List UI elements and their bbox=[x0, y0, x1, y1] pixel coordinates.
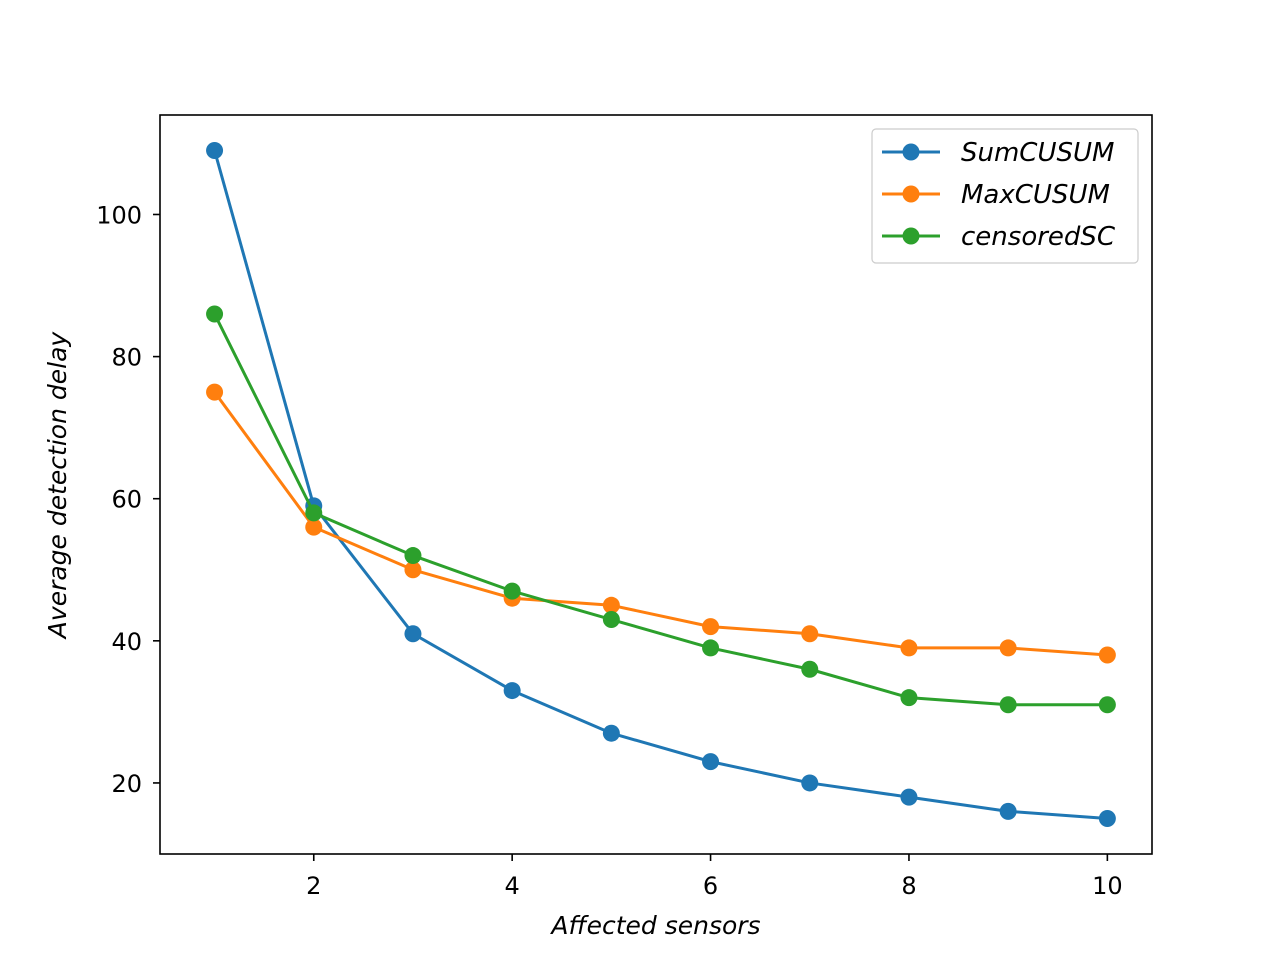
x-axis-label: Affected sensors bbox=[549, 911, 760, 940]
x-axis: 2 4 6 8 10 bbox=[306, 854, 1123, 900]
data-point-sumcusum bbox=[900, 788, 918, 806]
x-tick-label: 6 bbox=[703, 872, 718, 900]
legend-marker-maxcusum bbox=[902, 185, 920, 203]
legend-box bbox=[871, 128, 1139, 264]
series-line-maxcusum bbox=[213, 390, 1109, 657]
x-tick-label: 2 bbox=[306, 872, 321, 900]
data-point-maxcusum bbox=[702, 618, 720, 636]
plot-frame bbox=[159, 114, 1153, 855]
data-point-censoredsc bbox=[602, 611, 620, 629]
data-point-sumcusum bbox=[602, 724, 620, 742]
data-point-sumcusum bbox=[999, 802, 1017, 820]
series-line-sumcusum bbox=[213, 149, 1109, 820]
y-tick-label: 60 bbox=[111, 486, 142, 514]
series-sumcusum bbox=[206, 142, 1116, 827]
series-line-censoredsc bbox=[213, 312, 1109, 707]
data-point-censoredsc bbox=[404, 547, 422, 565]
series-censoredsc bbox=[206, 305, 1116, 714]
data-point-sumcusum bbox=[1098, 809, 1116, 827]
data-point-censoredsc bbox=[999, 696, 1017, 714]
y-tick-label: 100 bbox=[96, 201, 142, 229]
data-point-maxcusum bbox=[900, 639, 918, 657]
data-point-sumcusum bbox=[206, 142, 224, 160]
data-point-maxcusum bbox=[602, 596, 620, 614]
data-point-maxcusum bbox=[206, 383, 224, 401]
series-maxcusum bbox=[206, 383, 1116, 664]
data-point-censoredsc bbox=[702, 639, 720, 657]
legend-marker-censoredsc bbox=[902, 227, 920, 245]
x-tick-label: 10 bbox=[1092, 872, 1123, 900]
data-point-maxcusum bbox=[801, 625, 819, 643]
legend-marker-sumcusum bbox=[902, 143, 920, 161]
legend-label-maxcusum: MaxCUSUM bbox=[961, 180, 1110, 210]
legend: SumCUSUM MaxCUSUM censoredSC bbox=[871, 128, 1139, 264]
data-point-censoredsc bbox=[305, 504, 323, 522]
data-point-maxcusum bbox=[999, 639, 1017, 657]
x-tick-label: 4 bbox=[505, 872, 520, 900]
data-point-sumcusum bbox=[503, 682, 521, 700]
y-tick-label: 80 bbox=[111, 344, 142, 372]
data-point-sumcusum bbox=[801, 774, 819, 792]
series-layer bbox=[206, 142, 1116, 827]
y-tick-label: 20 bbox=[111, 770, 142, 798]
data-point-censoredsc bbox=[206, 305, 224, 323]
y-tick-label: 40 bbox=[111, 628, 142, 656]
legend-label-sumcusum: SumCUSUM bbox=[961, 138, 1114, 168]
data-point-censoredsc bbox=[503, 582, 521, 600]
x-tick-label: 8 bbox=[901, 872, 916, 900]
data-point-censoredsc bbox=[801, 660, 819, 678]
data-point-censoredsc bbox=[1098, 696, 1116, 714]
data-point-maxcusum bbox=[305, 518, 323, 536]
data-point-sumcusum bbox=[404, 625, 422, 643]
y-axis: 20 40 60 80 100 bbox=[96, 201, 160, 798]
data-point-maxcusum bbox=[1098, 646, 1116, 664]
data-point-maxcusum bbox=[404, 561, 422, 579]
data-point-censoredsc bbox=[900, 689, 918, 707]
y-axis-label: Average detection delay bbox=[43, 331, 72, 641]
data-point-sumcusum bbox=[702, 753, 720, 771]
legend-label-censoredsc: censoredSC bbox=[961, 222, 1116, 252]
